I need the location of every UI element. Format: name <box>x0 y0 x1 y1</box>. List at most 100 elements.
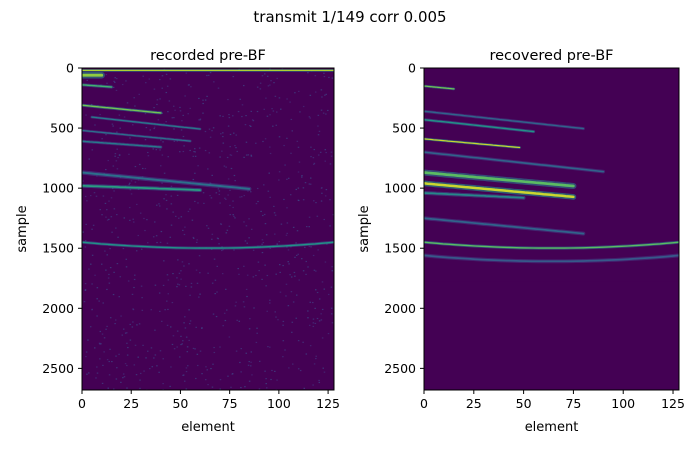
noise-speckle <box>185 367 188 369</box>
noise-speckle <box>257 261 260 263</box>
noise-speckle <box>316 291 319 294</box>
noise-speckle <box>232 115 234 117</box>
noise-speckle <box>286 207 288 209</box>
reflector-line <box>82 171 251 190</box>
noise-speckle <box>145 82 147 84</box>
noise-speckle <box>217 188 220 190</box>
noise-speckle <box>317 154 320 156</box>
y-tick-label: 2500 <box>384 361 416 376</box>
noise-speckle <box>324 195 327 197</box>
noise-speckle <box>156 365 158 367</box>
noise-speckle <box>317 134 320 136</box>
noise-speckle <box>279 291 282 293</box>
noise-speckle <box>120 381 122 383</box>
noise-speckle <box>305 273 307 275</box>
noise-speckle <box>172 335 175 337</box>
noise-speckle <box>262 140 264 143</box>
noise-speckle <box>161 75 164 77</box>
noise-speckle <box>276 243 278 245</box>
noise-speckle <box>270 378 272 381</box>
noise-speckle <box>93 347 96 349</box>
noise-speckle <box>264 370 266 372</box>
noise-speckle <box>180 278 182 280</box>
noise-speckle <box>219 388 221 390</box>
noise-speckle <box>195 241 198 243</box>
y-tick-label: 0 <box>408 61 416 76</box>
noise-speckle <box>203 202 205 204</box>
noise-speckle <box>330 307 333 309</box>
noise-speckle <box>239 196 241 198</box>
noise-speckle <box>250 361 252 363</box>
noise-speckle <box>313 200 315 202</box>
noise-speckle <box>159 241 162 243</box>
noise-speckle <box>263 184 265 186</box>
noise-speckle <box>172 105 175 107</box>
noise-speckle <box>173 117 175 119</box>
noise-speckle <box>253 307 255 309</box>
noise-speckle <box>138 93 140 95</box>
noise-speckle <box>100 263 103 265</box>
noise-speckle <box>274 214 277 216</box>
noise-speckle <box>122 247 125 250</box>
noise-speckle <box>106 209 108 211</box>
noise-speckle <box>305 353 308 355</box>
noise-speckle <box>294 256 296 258</box>
noise-speckle <box>190 286 193 288</box>
noise-speckle <box>135 250 138 252</box>
noise-speckle <box>101 333 104 335</box>
noise-speckle <box>320 187 323 189</box>
noise-speckle <box>321 308 324 311</box>
noise-speckle <box>261 243 263 245</box>
noise-speckle <box>241 196 243 198</box>
noise-speckle <box>132 308 134 310</box>
noise-speckle <box>313 163 315 166</box>
x-tick-label: 0 <box>420 396 428 411</box>
noise-speckle <box>194 172 196 174</box>
noise-speckle <box>91 254 94 256</box>
noise-speckle <box>171 343 174 346</box>
noise-speckle <box>158 203 160 205</box>
noise-speckle <box>223 312 226 314</box>
noise-speckle <box>308 183 311 185</box>
noise-speckle <box>165 199 168 202</box>
noise-speckle <box>199 118 202 120</box>
noise-speckle <box>112 293 115 296</box>
noise-speckle <box>149 129 152 131</box>
noise-speckle <box>82 231 85 233</box>
noise-speckle <box>84 283 87 285</box>
noise-speckle <box>98 300 100 302</box>
noise-speckle <box>235 147 237 149</box>
noise-speckle <box>103 351 105 353</box>
noise-speckle <box>101 382 104 385</box>
noise-speckle <box>204 99 207 101</box>
noise-speckle <box>280 108 282 110</box>
noise-speckle <box>245 154 248 156</box>
noise-speckle <box>295 254 298 257</box>
noise-speckle <box>182 340 184 342</box>
noise-speckle <box>128 183 130 185</box>
noise-speckle <box>183 233 186 236</box>
noise-speckle <box>192 347 195 350</box>
noise-speckle <box>172 272 174 275</box>
noise-speckle <box>223 165 226 167</box>
reflector-line <box>424 192 525 199</box>
noise-speckle <box>225 232 228 234</box>
noise-speckle <box>194 151 196 153</box>
noise-speckle <box>162 141 164 143</box>
noise-speckle <box>177 259 179 261</box>
noise-speckle <box>278 171 281 173</box>
noise-speckle <box>215 192 218 194</box>
noise-speckle <box>220 133 222 135</box>
noise-speckle <box>310 246 312 248</box>
noise-speckle <box>117 236 119 238</box>
noise-speckle <box>133 286 135 289</box>
noise-speckle <box>232 206 234 209</box>
noise-speckle <box>308 226 311 228</box>
noise-speckle <box>250 155 253 157</box>
noise-speckle <box>273 205 275 208</box>
noise-speckle <box>292 301 295 303</box>
noise-speckle <box>177 217 180 219</box>
noise-speckle <box>131 293 134 295</box>
noise-speckle <box>309 324 311 326</box>
noise-speckle <box>167 308 169 311</box>
